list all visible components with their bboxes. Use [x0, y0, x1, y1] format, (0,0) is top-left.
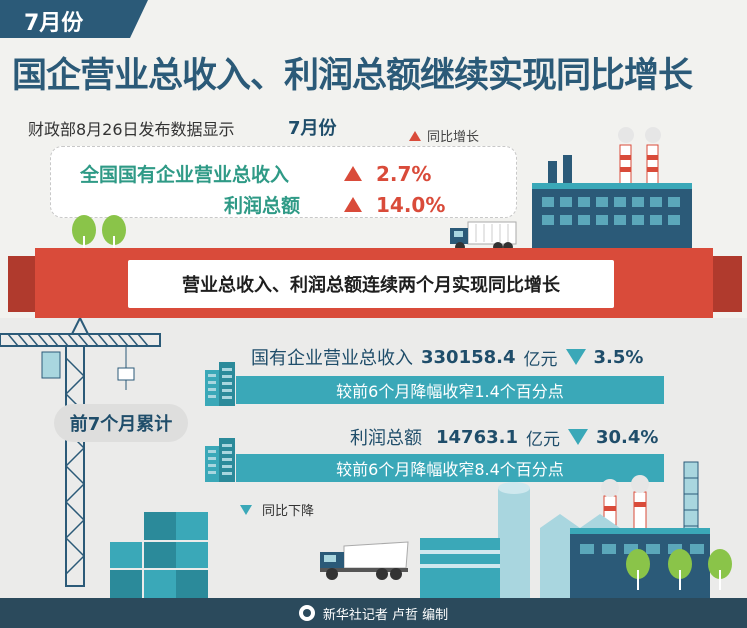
metric-unit: 亿元	[523, 349, 558, 370]
footer-credit: 新华社记者 卢哲 编制	[322, 607, 449, 623]
banner-text: 营业总收入、利润总额连续两个月实现同比增长	[182, 275, 560, 296]
summary-row-revenue: 全国国有企业营业总收入 2.7%	[80, 160, 431, 187]
metric-profit: 利润总额 14763.1 亿元 30.4%	[350, 424, 658, 450]
legend-down: 同比下降	[240, 500, 314, 519]
building-icon	[205, 438, 235, 482]
banner: 营业总收入、利润总额连续两个月实现同比增长	[128, 260, 614, 308]
month-tab-label: 7月份	[24, 11, 84, 36]
metric-value: 330158.4	[421, 346, 516, 368]
xinhua-logo-icon	[298, 605, 315, 621]
tree-icon	[626, 549, 732, 590]
down-triangle-icon	[240, 504, 252, 515]
legend-up: 同比增长	[409, 126, 479, 145]
footer: 新华社记者 卢哲 编制	[0, 598, 747, 628]
metric-unit: 亿元	[525, 429, 560, 450]
truck-icon	[320, 541, 409, 580]
container-icon	[110, 512, 208, 598]
cumulative-label: 前7个月累计	[69, 414, 173, 435]
tree-icon	[72, 215, 126, 254]
source-month: 7月份	[288, 118, 337, 139]
metric-label: 利润总额	[350, 428, 422, 449]
up-triangle-icon	[409, 130, 421, 141]
metric-change: 30.4%	[595, 426, 659, 448]
metric-change: 3.5%	[593, 346, 644, 368]
legend-down-label: 同比下降	[262, 504, 315, 519]
summary-row-profit: 利润总额 14.0%	[224, 191, 445, 218]
month-tab: 7月份	[0, 0, 148, 38]
summary-change: 14.0%	[376, 192, 446, 217]
metric-value: 14763.1	[436, 426, 518, 448]
factory-icon	[532, 127, 692, 255]
metric-note-bar: 较前6个月降幅收窄1.4个百分点	[236, 376, 664, 404]
source-text: 财政部8月26日发布数据显示	[28, 120, 235, 139]
page-title: 国企营业总收入、利润总额继续实现同比增长	[12, 56, 693, 96]
metric-note-bar: 较前6个月降幅收窄8.4个百分点	[236, 454, 664, 482]
summary-change: 2.7%	[376, 161, 432, 186]
up-triangle-icon	[344, 166, 362, 181]
summary-label: 全国国有企业营业总收入	[80, 164, 290, 186]
metric-label: 国有企业营业总收入	[251, 348, 413, 369]
legend-up-label: 同比增长	[427, 130, 480, 145]
metric-revenue: 国有企业营业总收入 330158.4 亿元 3.5%	[251, 344, 643, 370]
summary-label: 利润总额	[224, 195, 301, 217]
metric-note: 较前6个月降幅收窄8.4个百分点	[336, 460, 564, 479]
down-triangle-icon	[567, 429, 588, 445]
up-triangle-icon	[344, 197, 362, 212]
summary-box	[50, 146, 517, 218]
cumulative-label-pill: 前7个月累计	[54, 404, 188, 442]
metric-note: 较前6个月降幅收窄1.4个百分点	[336, 382, 564, 401]
building-icon	[205, 362, 235, 406]
down-triangle-icon	[565, 349, 586, 365]
